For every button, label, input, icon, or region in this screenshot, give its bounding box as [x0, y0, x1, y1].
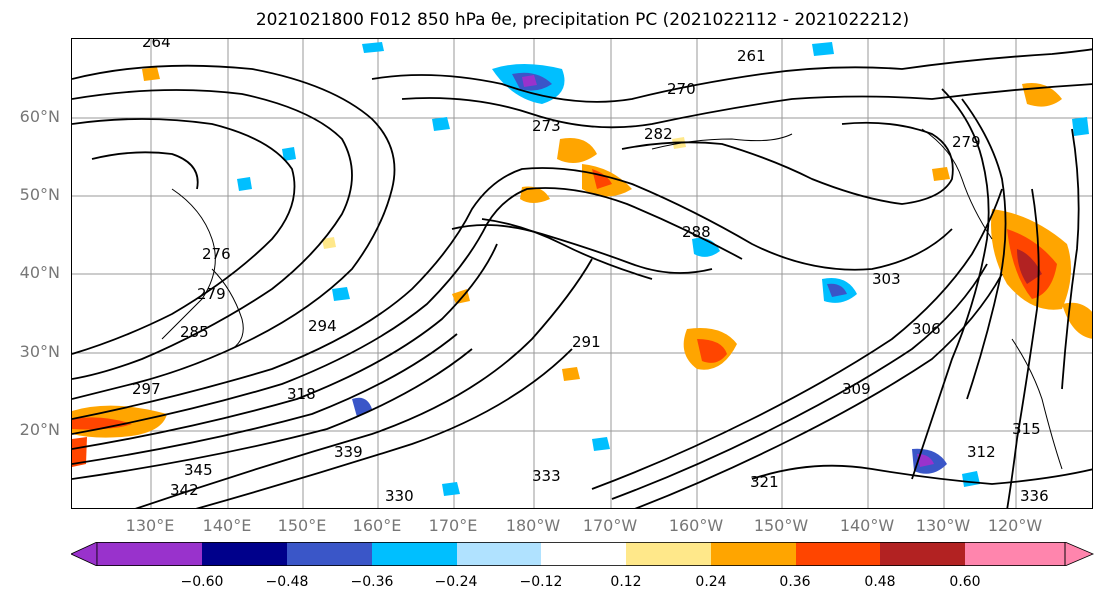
colorbar-bin	[711, 542, 796, 566]
theta-e-contours	[72, 48, 1092, 508]
lon-label-180w: 180°W	[505, 516, 561, 535]
contour-label: 342	[170, 481, 199, 499]
contour-label: 312	[967, 443, 996, 461]
lon-label-130w: 130°W	[915, 516, 971, 535]
contour-label: 339	[334, 443, 363, 461]
lat-label-30n: 30°N	[19, 342, 60, 361]
precip-shading	[72, 42, 1092, 496]
colorbar-bin	[626, 542, 711, 566]
colorbar-tick: −0.36	[350, 574, 394, 590]
contour-label: 279	[952, 133, 981, 151]
contour-label: 270	[667, 80, 696, 98]
contour-label: 345	[184, 461, 213, 479]
contour-label: 279	[197, 285, 226, 303]
colorbar-bin	[541, 542, 626, 566]
colorbar-tick: −0.24	[434, 574, 478, 590]
lon-label-140e: 140°E	[202, 516, 252, 535]
colorbar-bin	[372, 542, 457, 566]
colorbar-bin	[965, 542, 1065, 566]
contour-label: 306	[912, 320, 941, 338]
contour-label: 288	[682, 223, 711, 241]
colorbar-bin	[457, 542, 541, 566]
contour-labels: 264 261 270 273 282 279 276 279 285 288 …	[132, 39, 1049, 505]
contour-label: 285	[180, 323, 209, 341]
lon-label-170w: 170°W	[582, 516, 638, 535]
contour-label: 336	[1020, 487, 1049, 505]
contour-label: 333	[532, 467, 561, 485]
contour-label: 291	[572, 333, 601, 351]
contour-label: 276	[202, 245, 231, 263]
lon-label-170e: 170°E	[428, 516, 478, 535]
lon-label-130e: 130°E	[125, 516, 175, 535]
lon-label-140w: 140°W	[839, 516, 895, 535]
contour-label: 297	[132, 380, 161, 398]
colorbar-tick: 0.36	[779, 574, 811, 590]
colorbar-tick: 0.12	[610, 574, 642, 590]
lon-label-150e: 150°E	[277, 516, 327, 535]
colorbar-tick: 0.24	[695, 574, 727, 590]
colorbar-tick: −0.60	[180, 574, 224, 590]
lat-label-20n: 20°N	[19, 420, 60, 439]
contour-label: 321	[750, 473, 779, 491]
colorbar-extend-min	[71, 542, 98, 566]
colorbar-tick: −0.12	[519, 574, 563, 590]
coastlines	[161, 128, 1063, 470]
colorbar	[71, 542, 1095, 566]
lon-label-120w: 120°W	[987, 516, 1043, 535]
contour-label: 315	[1012, 420, 1041, 438]
colorbar-bin	[796, 542, 880, 566]
colorbar-bin	[97, 542, 202, 566]
contour-label: 330	[385, 487, 414, 505]
lon-label-150w: 150°W	[753, 516, 809, 535]
map-panel: 264 261 270 273 282 279 276 279 285 288 …	[71, 38, 1093, 509]
lon-label-160e: 160°E	[352, 516, 402, 535]
colorbar-bin	[202, 542, 287, 566]
colorbar-tick: −0.48	[265, 574, 309, 590]
contour-label: 309	[842, 380, 871, 398]
map-gridlines	[72, 39, 1092, 508]
contour-label: 318	[287, 385, 316, 403]
contour-label: 303	[872, 270, 901, 288]
map-title: 2021021800 F012 850 hPa θe, precipitatio…	[255, 10, 910, 30]
lon-label-160w: 160°W	[668, 516, 724, 535]
contour-label: 261	[737, 47, 766, 65]
map-svg: 264 261 270 273 282 279 276 279 285 288 …	[72, 39, 1092, 508]
colorbar-bin	[287, 542, 372, 566]
colorbar-bin	[880, 542, 965, 566]
colorbar-frame	[96, 542, 1066, 566]
lat-label-60n: 60°N	[19, 107, 60, 126]
contour-label: 282	[644, 125, 673, 143]
contour-label: 273	[532, 117, 561, 135]
lat-label-50n: 50°N	[19, 185, 60, 204]
contour-label: 294	[308, 317, 337, 335]
lat-label-40n: 40°N	[19, 263, 60, 282]
colorbar-tick: 0.48	[864, 574, 896, 590]
colorbar-extend-max	[1064, 542, 1095, 566]
contour-label: 264	[142, 39, 171, 51]
colorbar-tick: 0.60	[949, 574, 981, 590]
